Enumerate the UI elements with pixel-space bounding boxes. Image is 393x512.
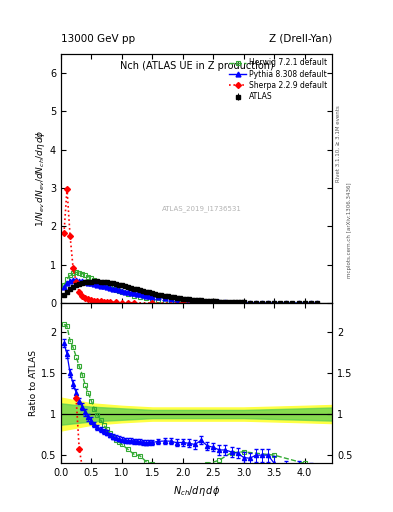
Sherpa 2.2.9 default	[83, 295, 88, 301]
Line: Herwig 7.2.1 default: Herwig 7.2.1 default	[62, 270, 307, 306]
Herwig 7.2.1 default	[104, 283, 109, 289]
Y-axis label: $1/N_{ev}\,dN_{ev}/dN_{ch}/d\eta\,d\phi$: $1/N_{ev}\,dN_{ev}/dN_{ch}/d\eta\,d\phi$	[34, 130, 47, 227]
Herwig 7.2.1 default	[302, 300, 307, 306]
Sherpa 2.2.9 default	[211, 300, 216, 306]
Sherpa 2.2.9 default	[71, 265, 75, 271]
Sherpa 2.2.9 default	[65, 186, 70, 192]
Sherpa 2.2.9 default	[114, 300, 118, 306]
Text: ATLAS_2019_I1736531: ATLAS_2019_I1736531	[162, 205, 242, 212]
X-axis label: $N_{ch}/d\eta\,d\phi$: $N_{ch}/d\eta\,d\phi$	[173, 484, 220, 498]
Y-axis label: Ratio to ATLAS: Ratio to ATLAS	[29, 350, 38, 416]
Sherpa 2.2.9 default	[89, 297, 94, 303]
Legend: Herwig 7.2.1 default, Pythia 8.308 default, Sherpa 2.2.9 default, ATLAS: Herwig 7.2.1 default, Pythia 8.308 defau…	[227, 56, 330, 103]
Herwig 7.2.1 default	[241, 300, 246, 306]
Herwig 7.2.1 default	[86, 273, 91, 280]
Herwig 7.2.1 default	[126, 291, 130, 297]
Herwig 7.2.1 default	[156, 297, 161, 303]
Herwig 7.2.1 default	[83, 272, 88, 278]
Herwig 7.2.1 default	[174, 298, 179, 305]
Sherpa 2.2.9 default	[62, 230, 66, 237]
Pythia 8.308 default	[126, 289, 130, 295]
Sherpa 2.2.9 default	[150, 300, 155, 306]
Herwig 7.2.1 default	[101, 282, 106, 288]
Herwig 7.2.1 default	[150, 296, 155, 302]
Line: Pythia 8.308 default: Pythia 8.308 default	[62, 278, 319, 306]
Herwig 7.2.1 default	[229, 300, 234, 306]
Herwig 7.2.1 default	[77, 270, 82, 276]
Sherpa 2.2.9 default	[98, 298, 103, 305]
Sherpa 2.2.9 default	[126, 300, 130, 306]
Herwig 7.2.1 default	[114, 287, 118, 293]
Herwig 7.2.1 default	[119, 289, 124, 295]
Sherpa 2.2.9 default	[104, 299, 109, 305]
Sherpa 2.2.9 default	[74, 279, 79, 285]
Herwig 7.2.1 default	[193, 300, 197, 306]
Text: 13000 GeV pp: 13000 GeV pp	[61, 33, 135, 44]
Sherpa 2.2.9 default	[77, 289, 82, 295]
Sherpa 2.2.9 default	[95, 298, 100, 304]
Text: mcplots.cern.ch [arXiv:1306.3436]: mcplots.cern.ch [arXiv:1306.3436]	[347, 183, 352, 278]
Pythia 8.308 default	[174, 296, 179, 303]
Pythia 8.308 default	[71, 278, 75, 284]
Pythia 8.308 default	[199, 298, 204, 305]
Pythia 8.308 default	[168, 296, 173, 302]
Herwig 7.2.1 default	[95, 279, 100, 285]
Herwig 7.2.1 default	[168, 298, 173, 304]
Herwig 7.2.1 default	[80, 270, 84, 276]
Herwig 7.2.1 default	[74, 269, 79, 275]
Herwig 7.2.1 default	[89, 275, 94, 281]
Herwig 7.2.1 default	[62, 282, 66, 288]
Pythia 8.308 default	[92, 281, 97, 287]
Herwig 7.2.1 default	[92, 277, 97, 283]
Text: Z (Drell-Yan): Z (Drell-Yan)	[269, 33, 332, 44]
Sherpa 2.2.9 default	[68, 232, 72, 239]
Herwig 7.2.1 default	[98, 280, 103, 286]
Sherpa 2.2.9 default	[101, 298, 106, 305]
Herwig 7.2.1 default	[162, 297, 167, 304]
Text: Rivet 3.1.10, ≥ 3.1M events: Rivet 3.1.10, ≥ 3.1M events	[336, 105, 341, 182]
Sherpa 2.2.9 default	[132, 300, 136, 306]
Herwig 7.2.1 default	[180, 299, 185, 305]
Sherpa 2.2.9 default	[180, 300, 185, 306]
Herwig 7.2.1 default	[272, 300, 277, 306]
Herwig 7.2.1 default	[110, 286, 115, 292]
Line: Sherpa 2.2.9 default: Sherpa 2.2.9 default	[62, 187, 215, 305]
Herwig 7.2.1 default	[107, 284, 112, 290]
Sherpa 2.2.9 default	[80, 293, 84, 299]
Herwig 7.2.1 default	[65, 276, 70, 283]
Sherpa 2.2.9 default	[119, 300, 124, 306]
Herwig 7.2.1 default	[205, 300, 209, 306]
Herwig 7.2.1 default	[144, 295, 149, 301]
Sherpa 2.2.9 default	[86, 296, 91, 302]
Sherpa 2.2.9 default	[92, 297, 97, 304]
Herwig 7.2.1 default	[132, 292, 136, 298]
Herwig 7.2.1 default	[116, 288, 121, 294]
Herwig 7.2.1 default	[138, 294, 143, 300]
Herwig 7.2.1 default	[68, 272, 72, 279]
Sherpa 2.2.9 default	[107, 299, 112, 305]
Pythia 8.308 default	[62, 284, 66, 290]
Pythia 8.308 default	[156, 294, 161, 301]
Herwig 7.2.1 default	[217, 300, 222, 306]
Herwig 7.2.1 default	[71, 270, 75, 276]
Pythia 8.308 default	[314, 300, 319, 306]
Text: Nch (ATLAS UE in Z production): Nch (ATLAS UE in Z production)	[119, 61, 274, 71]
